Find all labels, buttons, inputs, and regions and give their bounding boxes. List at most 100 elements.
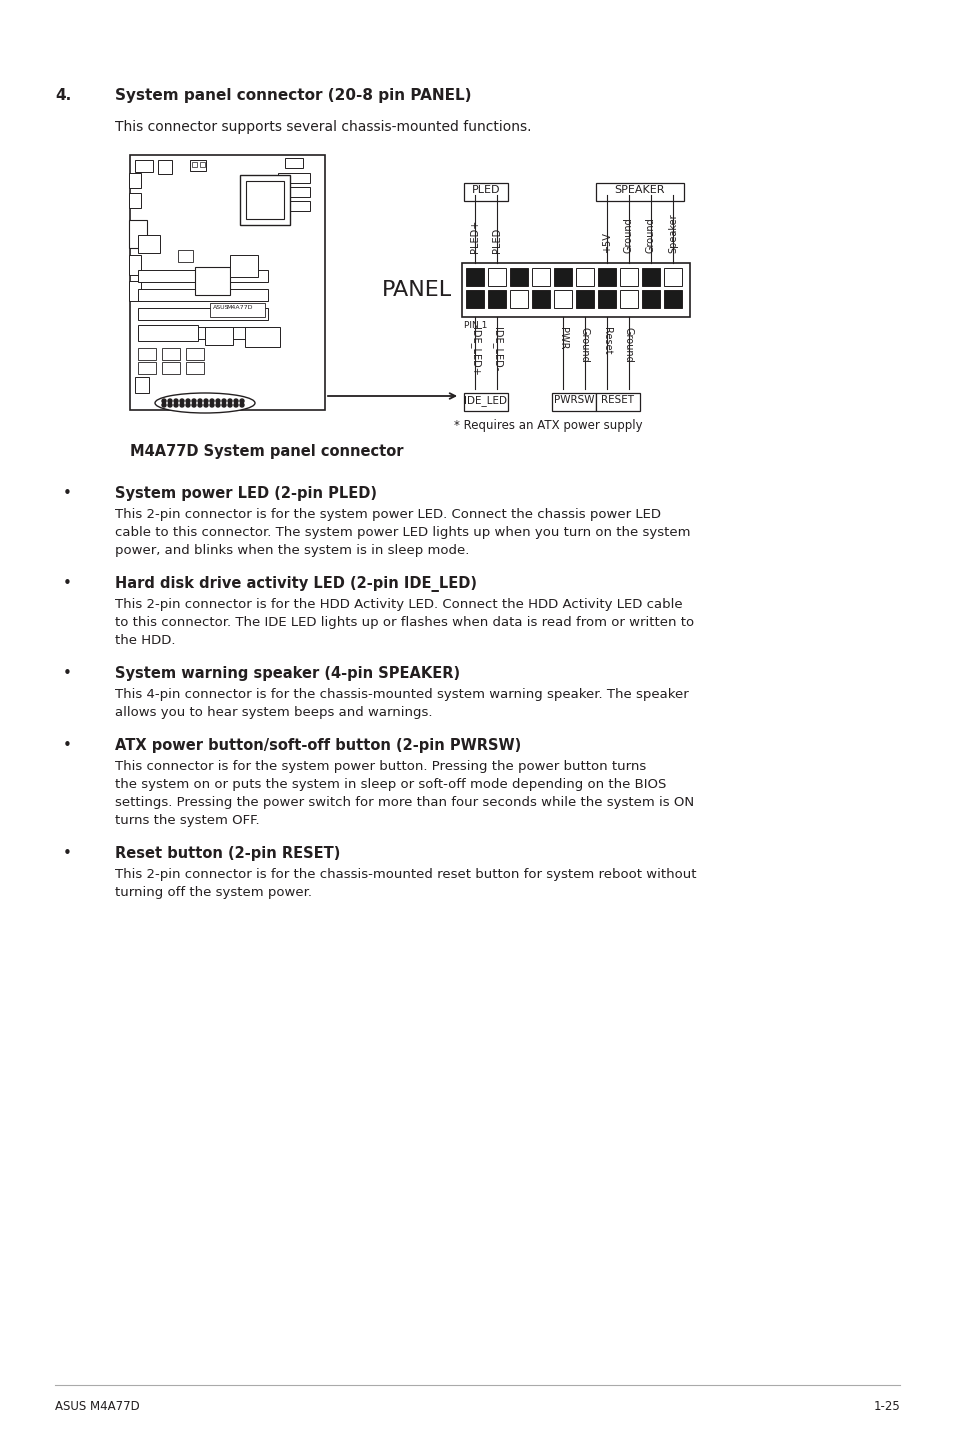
Bar <box>510 291 527 308</box>
Bar <box>138 289 268 301</box>
Bar <box>463 392 507 411</box>
Text: PWRSW: PWRSW <box>553 395 594 405</box>
Bar <box>554 291 572 308</box>
Circle shape <box>192 400 195 402</box>
Bar <box>129 281 141 301</box>
Bar <box>129 193 141 208</box>
Circle shape <box>186 400 190 402</box>
Text: •: • <box>63 485 71 501</box>
Bar <box>129 221 147 248</box>
Circle shape <box>186 402 190 407</box>
Bar <box>129 173 141 188</box>
Bar <box>461 263 689 316</box>
Bar <box>129 255 141 275</box>
Bar <box>576 291 594 308</box>
Text: Hard disk drive activity LED (2-pin IDE_LED): Hard disk drive activity LED (2-pin IDE_… <box>115 576 476 591</box>
Circle shape <box>233 402 237 407</box>
Bar <box>130 155 325 410</box>
Circle shape <box>168 402 172 407</box>
Text: ASUS: ASUS <box>213 305 230 309</box>
Text: Ground: Ground <box>579 326 589 362</box>
Circle shape <box>210 402 213 407</box>
Bar <box>598 291 616 308</box>
Text: SPEAKER: SPEAKER <box>614 185 664 195</box>
Bar <box>210 304 265 316</box>
Circle shape <box>192 402 195 407</box>
Bar <box>178 251 193 262</box>
Text: PLED-: PLED- <box>492 225 501 253</box>
Circle shape <box>240 400 244 402</box>
Text: power, and blinks when the system is in sleep mode.: power, and blinks when the system is in … <box>115 544 469 557</box>
Bar <box>641 268 659 286</box>
Text: 1-25: 1-25 <box>872 1400 899 1413</box>
Bar <box>663 291 681 308</box>
Bar <box>162 362 180 374</box>
Circle shape <box>180 402 184 407</box>
Bar <box>552 392 596 411</box>
Text: Ground: Ground <box>623 326 634 362</box>
Circle shape <box>168 400 172 402</box>
Bar <box>205 326 233 345</box>
Bar <box>162 348 180 359</box>
Text: Reset: Reset <box>601 326 612 355</box>
Circle shape <box>162 400 166 402</box>
Text: This 2-pin connector is for the chassis-mounted reset button for system reboot w: This 2-pin connector is for the chassis-… <box>115 868 696 881</box>
Text: This 2-pin connector is for the system power LED. Connect the chassis power LED: This 2-pin connector is for the system p… <box>115 508 660 521</box>
Bar <box>240 175 290 225</box>
Bar <box>576 268 594 286</box>
Bar <box>246 180 284 219</box>
Circle shape <box>173 402 178 407</box>
Circle shape <box>228 402 232 407</box>
Circle shape <box>215 400 220 402</box>
Circle shape <box>198 400 202 402</box>
Bar <box>488 291 505 308</box>
Text: to this connector. The IDE LED lights up or flashes when data is read from or wr: to this connector. The IDE LED lights up… <box>115 616 694 629</box>
Text: Ground: Ground <box>623 218 634 253</box>
Bar <box>192 162 196 168</box>
Text: This connector is for the system power button. Pressing the power button turns: This connector is for the system power b… <box>115 760 645 773</box>
Bar <box>596 183 683 200</box>
Text: PANEL: PANEL <box>381 281 452 299</box>
Bar <box>200 162 205 168</box>
Text: IDE_LED: IDE_LED <box>464 395 507 405</box>
Text: * Requires an ATX power supply: * Requires an ATX power supply <box>454 420 642 432</box>
Bar <box>194 266 230 295</box>
Bar <box>463 183 507 200</box>
Bar <box>230 255 257 276</box>
Bar <box>138 271 268 282</box>
Bar <box>619 268 638 286</box>
Text: cable to this connector. The system power LED lights up when you turn on the sys: cable to this connector. The system powe… <box>115 526 690 538</box>
Bar <box>285 158 303 168</box>
Text: This 2-pin connector is for the HDD Activity LED. Connect the HDD Activity LED c: This 2-pin connector is for the HDD Acti… <box>115 599 682 611</box>
Circle shape <box>204 402 208 407</box>
Text: allows you to hear system beeps and warnings.: allows you to hear system beeps and warn… <box>115 706 432 719</box>
Bar <box>598 268 616 286</box>
Bar <box>532 291 550 308</box>
Text: Speaker: Speaker <box>667 213 678 253</box>
Text: •: • <box>63 666 71 682</box>
Bar <box>138 326 268 339</box>
Bar <box>619 291 638 308</box>
Text: RESET: RESET <box>601 395 634 405</box>
Text: turns the system OFF.: turns the system OFF. <box>115 813 259 828</box>
Text: PLED: PLED <box>471 185 499 195</box>
Text: IDE_LED-: IDE_LED- <box>491 326 502 371</box>
Bar <box>277 173 310 183</box>
Text: •: • <box>63 576 71 591</box>
Bar <box>190 160 206 170</box>
Bar <box>277 188 310 198</box>
Bar <box>135 160 152 172</box>
Text: PLED+: PLED+ <box>470 219 479 253</box>
Circle shape <box>222 402 226 407</box>
Text: ATX power button/soft-off button (2-pin PWRSW): ATX power button/soft-off button (2-pin … <box>115 737 520 753</box>
Text: This 4-pin connector is for the chassis-mounted system warning speaker. The spea: This 4-pin connector is for the chassis-… <box>115 687 688 702</box>
Text: turning off the system power.: turning off the system power. <box>115 886 312 899</box>
Bar <box>186 362 204 374</box>
Circle shape <box>233 400 237 402</box>
Bar <box>186 348 204 359</box>
Ellipse shape <box>154 392 254 412</box>
Text: M4A77D: M4A77D <box>226 305 253 309</box>
Bar <box>465 291 483 308</box>
Circle shape <box>162 402 166 407</box>
Text: the HDD.: the HDD. <box>115 634 175 647</box>
